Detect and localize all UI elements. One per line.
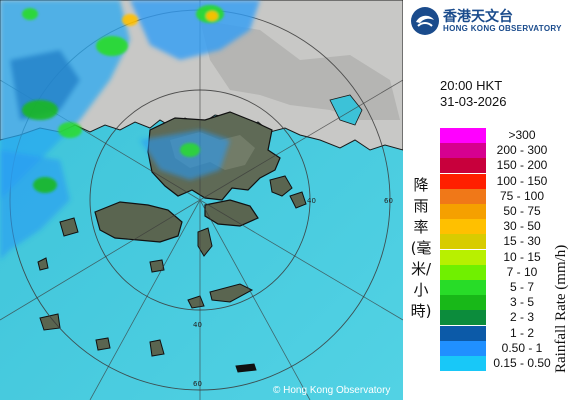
lamma-island bbox=[197, 227, 213, 257]
legend-swatch bbox=[440, 249, 486, 265]
org-name-english: HONG KONG OBSERVATORY bbox=[443, 24, 562, 33]
hko-logo-icon bbox=[411, 7, 439, 35]
lantau-island bbox=[94, 201, 183, 243]
legend-label: 30 - 50 bbox=[503, 219, 541, 234]
legend-label: 100 - 150 bbox=[496, 173, 548, 188]
copyright-notice: © Hong Kong Observatory bbox=[273, 385, 391, 396]
legend-label: 50 - 75 bbox=[503, 204, 541, 218]
legend-label: 5 - 7 bbox=[509, 280, 534, 294]
legend-label: 1 - 2 bbox=[509, 325, 534, 340]
legend-swatch bbox=[440, 234, 486, 250]
ring-label-south: 40 bbox=[193, 321, 202, 329]
legend-label: 10 - 15 bbox=[503, 249, 541, 264]
legend-swatch bbox=[440, 158, 486, 174]
legend-panel bbox=[403, 0, 577, 400]
legend-label: 75 - 100 bbox=[499, 188, 545, 203]
hk-island bbox=[204, 199, 259, 227]
legend-swatch bbox=[440, 325, 486, 341]
legend-label: 3 - 5 bbox=[509, 295, 534, 310]
south-island-4 bbox=[149, 259, 165, 273]
ring-label-south-outer: 60 bbox=[193, 380, 202, 388]
legend-swatch bbox=[440, 188, 486, 204]
legend-swatch bbox=[440, 340, 486, 356]
east-island bbox=[289, 191, 307, 209]
legend-swatch bbox=[440, 173, 486, 189]
ring-label-east-inner: 40 bbox=[307, 197, 316, 205]
rain-cores bbox=[22, 5, 224, 193]
legend-swatch bbox=[440, 128, 486, 143]
legend-swatch bbox=[440, 264, 486, 280]
legend-label: 15 - 30 bbox=[503, 234, 541, 249]
legend-label: 7 - 10 bbox=[506, 264, 538, 279]
legend-swatch bbox=[440, 219, 486, 235]
timestamp-time: 20:00 HKT bbox=[440, 78, 503, 93]
radar-map[interactable]: 60 40 40 60 © Hong Kong Observatory bbox=[0, 0, 403, 400]
legend-label: 0.50 - 1 bbox=[501, 340, 543, 355]
legend-swatch bbox=[440, 310, 486, 326]
org-name-chinese: 香港天文台 bbox=[443, 9, 513, 25]
mainland-east-bay bbox=[329, 94, 363, 126]
ring-label-east: 60 bbox=[384, 197, 393, 205]
legend-label: 0.15 - 0.50 bbox=[493, 356, 551, 370]
south-island-5 bbox=[95, 337, 111, 351]
legend-label: 150 - 200 bbox=[496, 158, 548, 173]
legend-swatch bbox=[440, 295, 486, 311]
legend-label: >300 bbox=[508, 128, 536, 142]
radar-map-svg: 60 40 40 60 bbox=[0, 0, 403, 400]
legend-swatch bbox=[440, 356, 486, 371]
legend-swatch bbox=[440, 204, 486, 219]
timestamp-date: 31-03-2026 bbox=[440, 94, 507, 109]
legend-title-english-text: Rainfall Rate (mm/h) bbox=[553, 245, 569, 373]
south-island-7 bbox=[235, 363, 257, 373]
legend-title-english: Rainfall Rate (mm/h) bbox=[553, 245, 569, 373]
west-island bbox=[59, 217, 79, 237]
legend-label: 2 - 3 bbox=[509, 310, 534, 325]
south-island-6 bbox=[149, 339, 165, 357]
south-island-1 bbox=[209, 283, 254, 303]
legend-swatch bbox=[440, 143, 486, 159]
west-island-2 bbox=[37, 257, 49, 271]
legend-label: 200 - 300 bbox=[496, 143, 548, 158]
legend-title-chinese: 降雨率(毫米/小時) bbox=[410, 176, 432, 320]
saikung-islands bbox=[269, 175, 293, 197]
legend-swatch bbox=[440, 280, 486, 295]
